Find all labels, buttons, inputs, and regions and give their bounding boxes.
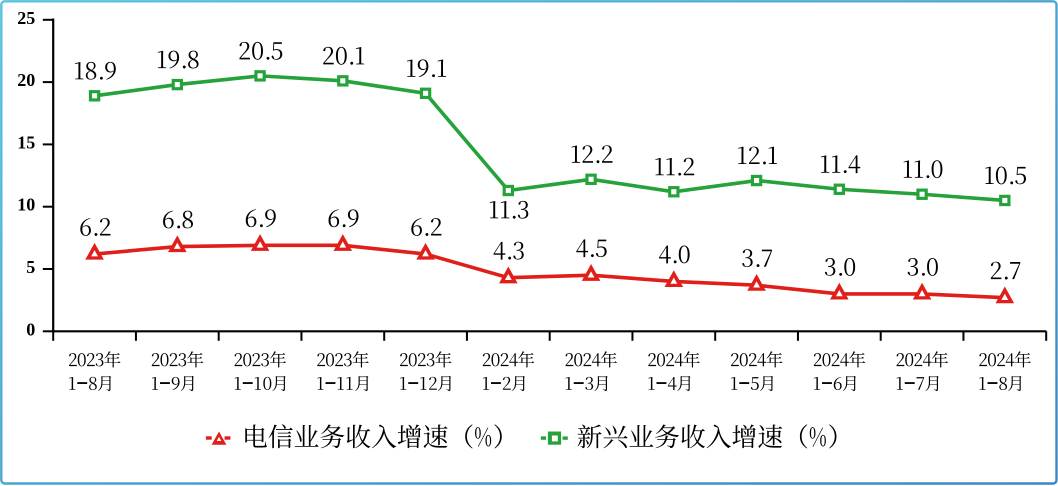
svg-text:0: 0 [26, 319, 35, 339]
svg-text:15: 15 [17, 132, 35, 152]
svg-text:25: 25 [17, 8, 35, 28]
svg-text:10: 10 [17, 195, 35, 215]
svg-text:5: 5 [26, 257, 35, 277]
svg-text:20: 20 [17, 70, 35, 90]
